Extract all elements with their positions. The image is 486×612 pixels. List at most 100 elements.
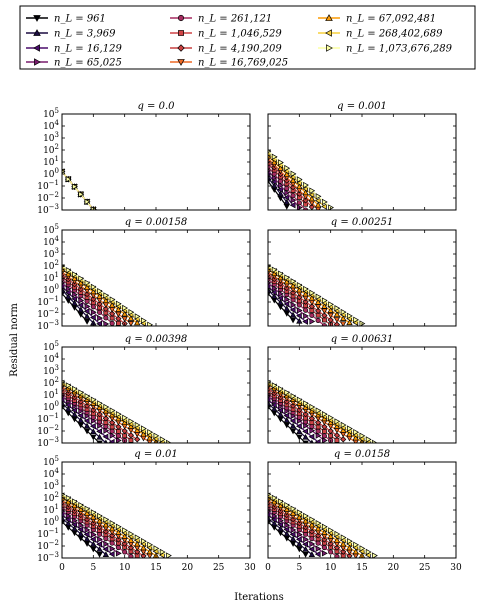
- data-point: [340, 315, 347, 321]
- data-point: [90, 283, 97, 291]
- data-point: [72, 183, 78, 190]
- y-tick-label: 10−2: [37, 191, 59, 204]
- y-tick-base: 10: [43, 391, 55, 401]
- data-point: [284, 389, 291, 396]
- data-point: [128, 437, 134, 443]
- data-point: [83, 428, 91, 435]
- data-point: [72, 517, 78, 524]
- panel-q-0-001: q = 0.001: [267, 101, 457, 211]
- data-point: [296, 406, 303, 414]
- data-point: [340, 545, 347, 552]
- y-tick-exponent: 0: [55, 515, 59, 523]
- legend-marker: [33, 15, 41, 22]
- data-point: [115, 423, 122, 430]
- y-tick-exponent: 5: [55, 455, 59, 463]
- data-point: [271, 153, 278, 161]
- data-point: [315, 407, 322, 414]
- data-point: [303, 536, 309, 543]
- data-point: [303, 512, 309, 520]
- data-point: [315, 307, 322, 314]
- legend-marker: [177, 44, 185, 52]
- data-point: [289, 289, 297, 296]
- data-point: [314, 298, 322, 305]
- data-point: [315, 432, 322, 439]
- y-tick-base: 10: [43, 367, 55, 377]
- data-point: [289, 317, 297, 324]
- data-point: [147, 429, 154, 436]
- data-point: [78, 522, 85, 529]
- x-tick-label: 5: [90, 563, 96, 573]
- data-point: [127, 315, 135, 321]
- data-point: [284, 502, 291, 509]
- data-point: [62, 283, 65, 290]
- legend-marker: [325, 14, 333, 21]
- data-point: [302, 546, 309, 552]
- panel-q-0-00158: q = 0.0015810−310−210−110010110210310410…: [37, 217, 251, 332]
- y-tick-label: 10−2: [37, 539, 59, 552]
- data-point: [277, 521, 283, 528]
- data-point: [296, 434, 303, 441]
- data-point: [153, 545, 160, 552]
- legend-entry-n-l-3-969: n_L = 3,969: [26, 29, 116, 40]
- data-point: [284, 164, 291, 172]
- data-point: [62, 515, 66, 521]
- data-point: [147, 541, 154, 548]
- data-point: [103, 292, 110, 299]
- data-point: [115, 529, 122, 535]
- data-point: [71, 525, 78, 532]
- data-point: [296, 179, 302, 187]
- y-tick-label: 103: [43, 247, 59, 260]
- data-point: [308, 195, 316, 202]
- data-point: [268, 511, 271, 518]
- data-point: [109, 428, 115, 434]
- panel-frame: [61, 229, 251, 327]
- y-tick-base: 10: [43, 158, 55, 168]
- data-point: [328, 527, 334, 534]
- data-point: [271, 382, 278, 389]
- y-tick-label: 104: [43, 119, 59, 132]
- data-point: [278, 270, 284, 277]
- data-point: [78, 389, 85, 396]
- x-tick-label: 15: [356, 563, 368, 573]
- data-point: [308, 191, 315, 198]
- y-tick-label: 10−3: [37, 436, 59, 449]
- data-point: [334, 437, 340, 443]
- data-point: [108, 438, 115, 443]
- data-point: [289, 311, 297, 318]
- data-point: [327, 307, 334, 313]
- data-point: [90, 288, 97, 295]
- y-tick-base: 10: [43, 146, 55, 156]
- data-point: [71, 521, 77, 528]
- data-point: [109, 532, 116, 539]
- data-point: [314, 438, 321, 443]
- data-point: [321, 437, 328, 443]
- data-point: [290, 170, 297, 177]
- data-point: [77, 312, 84, 318]
- legend-entry-n-l-16-129: n_L = 16,129: [26, 44, 122, 55]
- y-tick-base: 10: [37, 427, 49, 437]
- y-tick-label: 102: [43, 259, 59, 272]
- data-point: [103, 536, 109, 542]
- data-point: [290, 526, 297, 534]
- y-tick-exponent: 0: [55, 400, 59, 408]
- x-tick-label: 30: [450, 563, 462, 573]
- data-point: [334, 305, 341, 312]
- x-tick-label: 0: [59, 563, 65, 573]
- data-point: [115, 320, 121, 326]
- data-point: [84, 303, 91, 310]
- data-point: [166, 439, 172, 443]
- y-tick-label: 10−2: [37, 307, 59, 320]
- x-axis-label: Iterations: [234, 592, 283, 603]
- x-tick-label: 20: [182, 563, 194, 573]
- y-tick-exponent: 2: [55, 376, 59, 384]
- data-point: [271, 285, 278, 292]
- data-point: [283, 526, 290, 533]
- panel-title: q = 0.01: [134, 449, 177, 460]
- data-point: [122, 527, 128, 534]
- y-tick-label: 10−1: [37, 179, 59, 192]
- data-point: [353, 316, 360, 323]
- y-tick-base: 10: [43, 286, 55, 296]
- data-point: [96, 551, 103, 558]
- y-tick-exponent: 1: [55, 155, 59, 163]
